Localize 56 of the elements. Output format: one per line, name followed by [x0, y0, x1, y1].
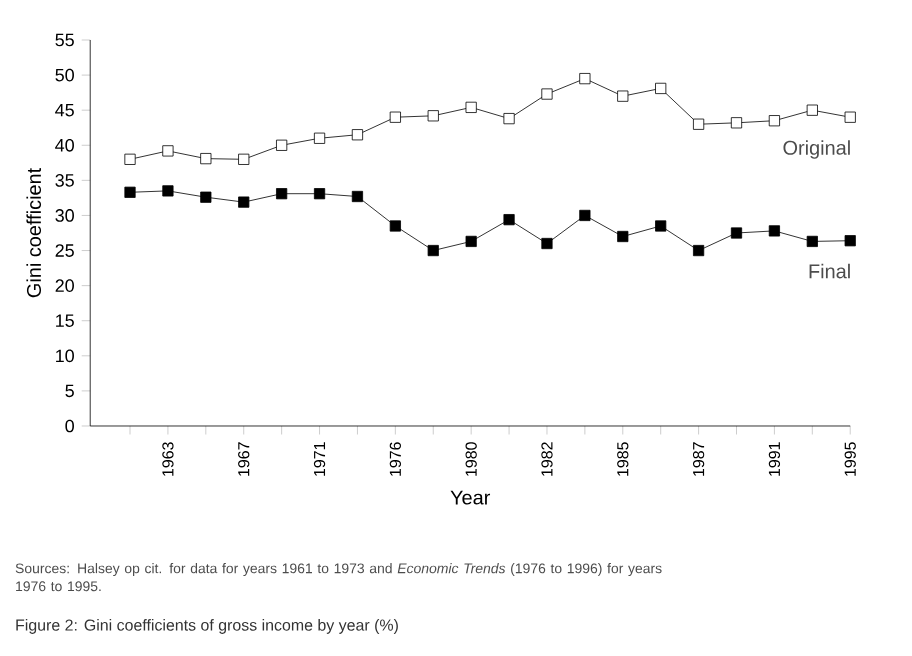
- y-tick-label: 40: [55, 138, 74, 152]
- point: [844, 111, 856, 123]
- point: [541, 88, 553, 100]
- y-tick-label: 15: [56, 314, 74, 327]
- point: [693, 244, 705, 257]
- point: [238, 153, 250, 165]
- point: [124, 186, 136, 198]
- point: [844, 235, 856, 247]
- point: [503, 113, 515, 125]
- point: [427, 110, 439, 122]
- series-label: Original: [783, 140, 850, 159]
- point: [465, 235, 477, 247]
- point: [351, 190, 364, 203]
- y-axis-title: Gini coefficient: [26, 167, 42, 298]
- point: [124, 153, 136, 165]
- y-tick-label: 30: [55, 209, 74, 222]
- point: [162, 185, 174, 197]
- point: [617, 230, 629, 243]
- y-tick-label: 20: [55, 279, 74, 292]
- point: [313, 132, 326, 144]
- y-tick-label: 35: [55, 174, 74, 187]
- series-label: Final: [809, 263, 850, 279]
- point: [579, 209, 591, 222]
- point: [276, 139, 288, 151]
- point: [768, 115, 780, 127]
- point: [465, 101, 477, 113]
- point: [200, 153, 212, 165]
- point: [541, 237, 553, 250]
- point: [351, 129, 364, 141]
- y-tick-label: 55: [55, 33, 74, 47]
- y-tick-label: 5: [65, 384, 74, 398]
- y-tick-label: 10: [56, 349, 74, 363]
- y-tick-label: 25: [55, 244, 74, 257]
- point: [768, 225, 780, 237]
- y-tick-label: 50: [55, 68, 74, 82]
- point: [579, 73, 591, 85]
- point: [389, 111, 401, 123]
- point: [313, 188, 326, 200]
- point: [162, 145, 174, 157]
- y-tick-label: 45: [55, 103, 74, 117]
- point: [200, 191, 212, 203]
- point: [389, 220, 401, 232]
- y-tick-label: 0: [65, 419, 74, 433]
- point: [806, 235, 818, 247]
- point: [655, 220, 667, 232]
- point: [427, 244, 439, 257]
- point: [730, 117, 743, 129]
- x-axis-title: Year: [450, 490, 491, 505]
- point: [503, 214, 515, 226]
- point: [806, 104, 818, 116]
- point: [730, 227, 743, 239]
- point: [276, 188, 288, 200]
- point: [655, 82, 667, 95]
- point: [693, 118, 705, 130]
- point: [238, 196, 250, 208]
- point: [617, 90, 629, 102]
